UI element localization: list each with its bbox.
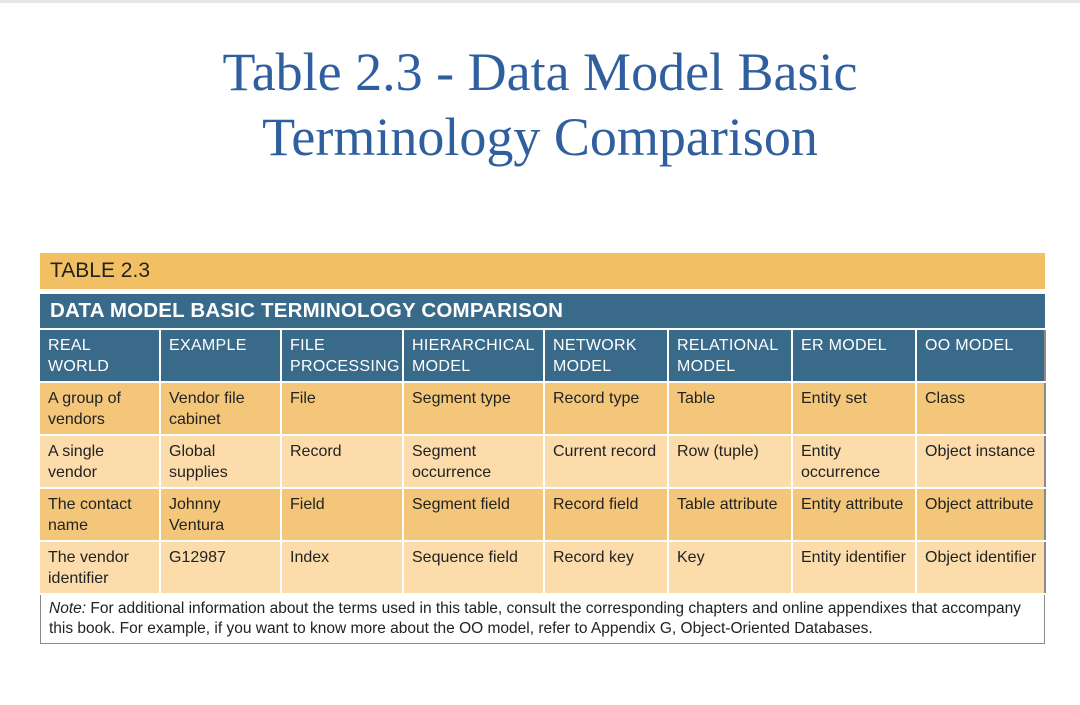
table-cell: The contact name <box>40 488 161 542</box>
table-cell: G12987 <box>160 541 282 595</box>
column-header: FILE PROCESSING <box>281 330 404 383</box>
column-header: NETWORK MODEL <box>544 330 669 383</box>
table-cell: Johnny Ventura <box>160 488 282 542</box>
column-header: EXAMPLE <box>160 330 282 383</box>
column-header: HIERARCHICAL MODEL <box>403 330 545 383</box>
table-row: A group of vendors Vendor file cabinet F… <box>40 382 1046 436</box>
table-cell: Sequence field <box>403 541 545 595</box>
table-cell: Record field <box>544 488 669 542</box>
terminology-table: REAL WORLD EXAMPLE FILE PROCESSING HIERA… <box>40 330 1046 595</box>
table-header-row: REAL WORLD EXAMPLE FILE PROCESSING HIERA… <box>40 330 1046 383</box>
table-cell: Record key <box>544 541 669 595</box>
column-header: RELATIONAL MODEL <box>668 330 793 383</box>
table-cell: File <box>281 382 404 436</box>
slide-title-line-1: Table 2.3 - Data Model Basic <box>222 42 858 102</box>
table-cell: Field <box>281 488 404 542</box>
table-cell: Record <box>281 435 404 489</box>
table-cell: A group of vendors <box>40 382 161 436</box>
table-cell: Vendor file cabinet <box>160 382 282 436</box>
table-cell: Object identifier <box>916 541 1046 595</box>
table-cell: Class <box>916 382 1046 436</box>
table-cell: Current record <box>544 435 669 489</box>
spacer <box>40 289 1045 294</box>
table-row: The contact name Johnny Ventura Field Se… <box>40 488 1046 542</box>
table-cell: Table <box>668 382 793 436</box>
top-rule <box>0 0 1080 3</box>
note-label: Note: <box>49 600 87 617</box>
table-cell: Object instance <box>916 435 1046 489</box>
table-cell: Entity set <box>792 382 917 436</box>
table-row: A single vendor Global supplies Record S… <box>40 435 1046 489</box>
table-tag: TABLE 2.3 <box>40 253 1045 289</box>
note-text: For additional information about the ter… <box>49 600 1021 637</box>
table-cell: Segment type <box>403 382 545 436</box>
table-cell: Index <box>281 541 404 595</box>
table-cell: Object attribute <box>916 488 1046 542</box>
table-cell: Key <box>668 541 793 595</box>
table-note: Note: For additional information about t… <box>40 595 1045 644</box>
table-cell: The vendor identifier <box>40 541 161 595</box>
table-cell: Row (tuple) <box>668 435 793 489</box>
table-cell: Record type <box>544 382 669 436</box>
terminology-table-figure: TABLE 2.3 DATA MODEL BASIC TERMINOLOGY C… <box>40 253 1046 644</box>
slide-title-line-2: Terminology Comparison <box>262 107 818 167</box>
table-cell: Entity attribute <box>792 488 917 542</box>
table-cell: Segment occurrence <box>403 435 545 489</box>
column-header: ER MODEL <box>792 330 917 383</box>
table-heading: DATA MODEL BASIC TERMINOLOGY COMPARISON <box>40 294 1045 328</box>
slide-title: Table 2.3 - Data Model Basic Terminology… <box>90 40 990 170</box>
table-cell: A single vendor <box>40 435 161 489</box>
table-cell: Entity identifier <box>792 541 917 595</box>
table-row: The vendor identifier G12987 Index Seque… <box>40 541 1046 595</box>
table-cell: Entity occurrence <box>792 435 917 489</box>
column-header: OO MODEL <box>916 330 1046 383</box>
table-cell: Segment field <box>403 488 545 542</box>
table-cell: Table attribute <box>668 488 793 542</box>
column-header: REAL WORLD <box>40 330 161 383</box>
table-cell: Global supplies <box>160 435 282 489</box>
